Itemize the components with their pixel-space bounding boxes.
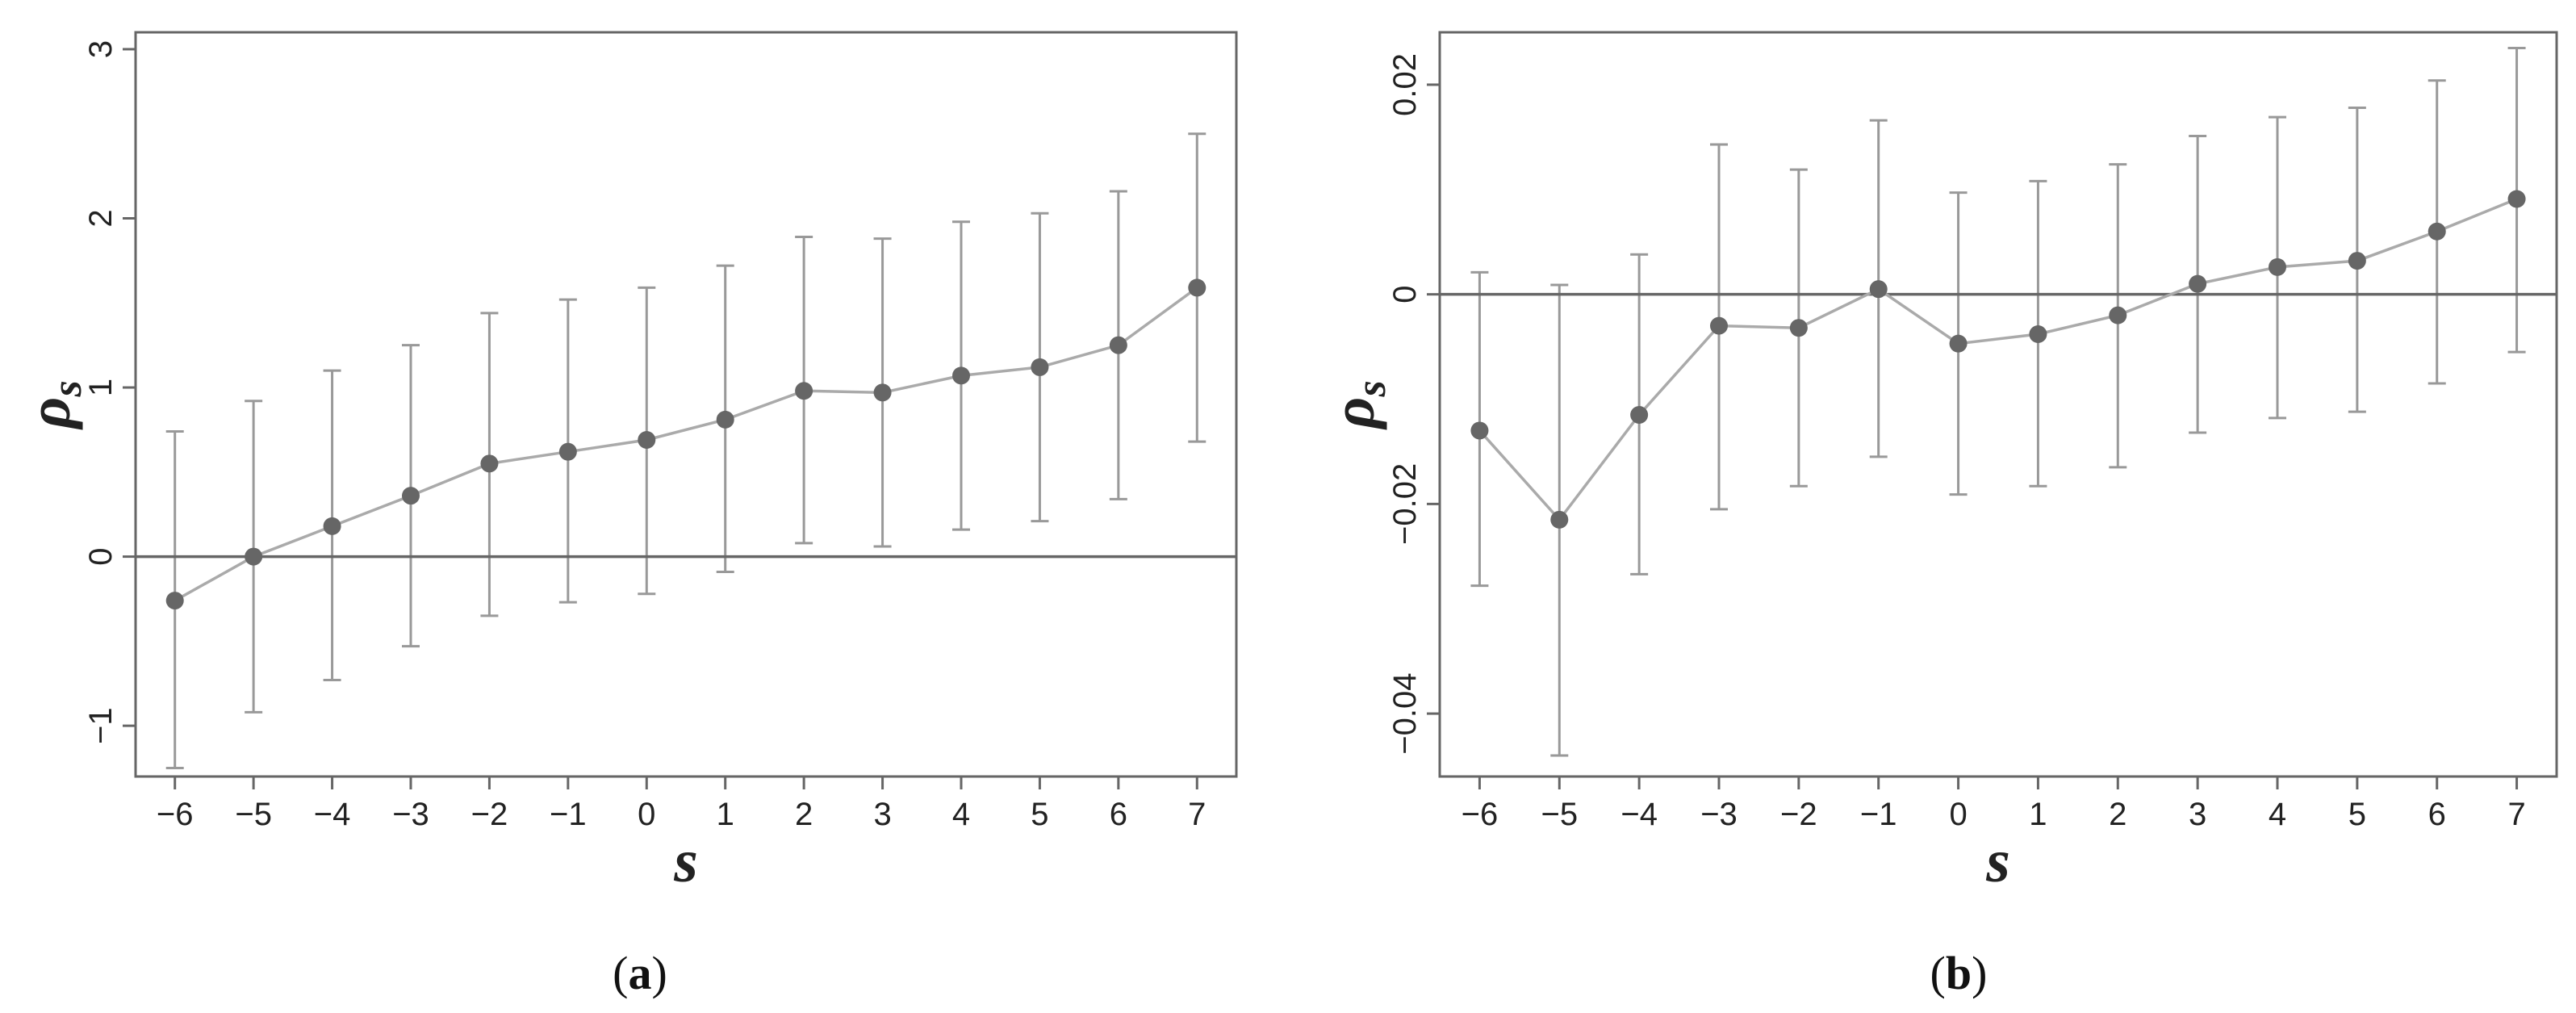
y-axis-ticks: −0.04 −0.02 0 0.02 bbox=[1387, 53, 1440, 755]
panel-letter: b bbox=[1946, 947, 1972, 999]
x-tick-label: −1 bbox=[1860, 797, 1897, 832]
data-point bbox=[1031, 358, 1049, 376]
data-point bbox=[558, 442, 577, 461]
data-point bbox=[480, 454, 499, 473]
x-axis-ticks: −6 −5 −4 −3 −2 −1 0 1 2 3 4 5 6 7 bbox=[157, 776, 1206, 832]
data-point bbox=[2428, 222, 2446, 241]
data-point bbox=[2029, 324, 2047, 343]
data-point bbox=[1710, 316, 1728, 335]
data-point bbox=[1869, 280, 1888, 299]
x-tick-label: −3 bbox=[1700, 797, 1738, 832]
x-tick-label: −4 bbox=[1620, 797, 1658, 832]
x-tick-label: 5 bbox=[1031, 797, 1048, 832]
x-tick-label: −6 bbox=[157, 797, 194, 832]
x-tick-label: 0 bbox=[638, 797, 655, 832]
y-axis-label-subscript: s bbox=[44, 380, 90, 397]
x-tick-label: −6 bbox=[1462, 797, 1499, 832]
data-point bbox=[795, 382, 813, 400]
data-point bbox=[402, 487, 420, 505]
y-tick-label: −0.02 bbox=[1387, 463, 1423, 545]
data-point bbox=[873, 383, 892, 402]
y-axis-label-main: ρ bbox=[1319, 397, 1387, 430]
data-point bbox=[1550, 510, 1569, 529]
x-tick-label: −5 bbox=[235, 797, 272, 832]
x-tick-label: 5 bbox=[2348, 797, 2366, 832]
y-axis-label-main: ρ bbox=[15, 397, 83, 430]
data-point bbox=[1630, 405, 1649, 424]
data-point bbox=[2269, 257, 2286, 276]
y-axis-label: ρs bbox=[1319, 380, 1395, 429]
data-point bbox=[638, 431, 656, 450]
x-tick-label: −1 bbox=[550, 797, 587, 832]
error-bars bbox=[1470, 46, 2526, 757]
panel-caption-a: (a) bbox=[613, 947, 667, 999]
y-tick-label: −0.04 bbox=[1387, 672, 1423, 754]
x-tick-label: 6 bbox=[1110, 797, 1127, 832]
x-tick-label: −4 bbox=[314, 797, 351, 832]
x-tick-label: −2 bbox=[471, 797, 508, 832]
data-point bbox=[716, 410, 734, 429]
y-tick-label: 0 bbox=[83, 547, 119, 565]
data-point bbox=[1949, 334, 1968, 353]
x-tick-label: 1 bbox=[717, 797, 734, 832]
data-point bbox=[165, 592, 184, 610]
x-tick-label: 4 bbox=[2269, 797, 2286, 832]
data-point bbox=[2507, 190, 2526, 208]
panel-letter: a bbox=[629, 947, 652, 999]
data-point bbox=[2189, 274, 2207, 293]
data-point bbox=[323, 517, 341, 535]
x-tick-label: 3 bbox=[2189, 797, 2206, 832]
x-tick-label: 2 bbox=[2109, 797, 2126, 832]
y-tick-label: 1 bbox=[83, 379, 119, 396]
x-tick-label: 1 bbox=[2029, 797, 2047, 832]
data-points bbox=[165, 278, 1206, 610]
panel-caption-b: (b) bbox=[1930, 947, 1988, 999]
x-axis-label: s bbox=[673, 827, 698, 895]
data-point bbox=[1188, 278, 1206, 297]
data-points bbox=[1470, 190, 2526, 529]
y-tick-label: 0 bbox=[1387, 286, 1423, 303]
x-tick-label: 3 bbox=[873, 797, 891, 832]
y-tick-label: 3 bbox=[83, 40, 119, 58]
data-point bbox=[245, 547, 263, 566]
data-point bbox=[1789, 319, 1808, 337]
x-tick-label: 6 bbox=[2428, 797, 2446, 832]
y-tick-label: 2 bbox=[83, 209, 119, 227]
x-tick-label: 7 bbox=[2507, 797, 2525, 832]
series-line bbox=[1478, 197, 2518, 522]
plot-frame bbox=[134, 31, 1238, 778]
y-axis-label-subscript: s bbox=[1349, 380, 1395, 397]
data-point bbox=[2109, 306, 2127, 324]
series-line bbox=[174, 287, 1198, 602]
x-tick-label: 4 bbox=[952, 797, 970, 832]
x-tick-label: 0 bbox=[1949, 797, 1967, 832]
error-bars bbox=[165, 132, 1206, 770]
data-point bbox=[952, 366, 970, 385]
x-axis-ticks: −6 −5 −4 −3 −2 −1 0 1 2 3 4 5 6 7 bbox=[1462, 776, 2526, 832]
data-point bbox=[1109, 336, 1127, 354]
x-tick-label: −3 bbox=[392, 797, 429, 832]
y-tick-label: −1 bbox=[83, 707, 119, 744]
x-tick-label: 7 bbox=[1188, 797, 1206, 832]
x-axis-label: s bbox=[1985, 827, 2010, 895]
data-point bbox=[1470, 421, 1489, 440]
plot-frame bbox=[1438, 31, 2558, 778]
x-tick-label: −5 bbox=[1541, 797, 1578, 832]
y-axis-ticks: −1 0 1 2 3 bbox=[83, 40, 136, 744]
chart-panel-b: −6 −5 −4 −3 −2 −1 0 1 2 3 4 5 6 7 −0.04 −0.02 0 0.02 s ρ… bbox=[1319, 31, 2558, 999]
x-tick-label: −2 bbox=[1780, 797, 1817, 832]
y-tick-label: 0.02 bbox=[1387, 53, 1423, 116]
x-tick-label: 2 bbox=[795, 797, 813, 832]
data-point bbox=[2348, 252, 2366, 270]
y-axis-label: ρs bbox=[15, 380, 90, 429]
